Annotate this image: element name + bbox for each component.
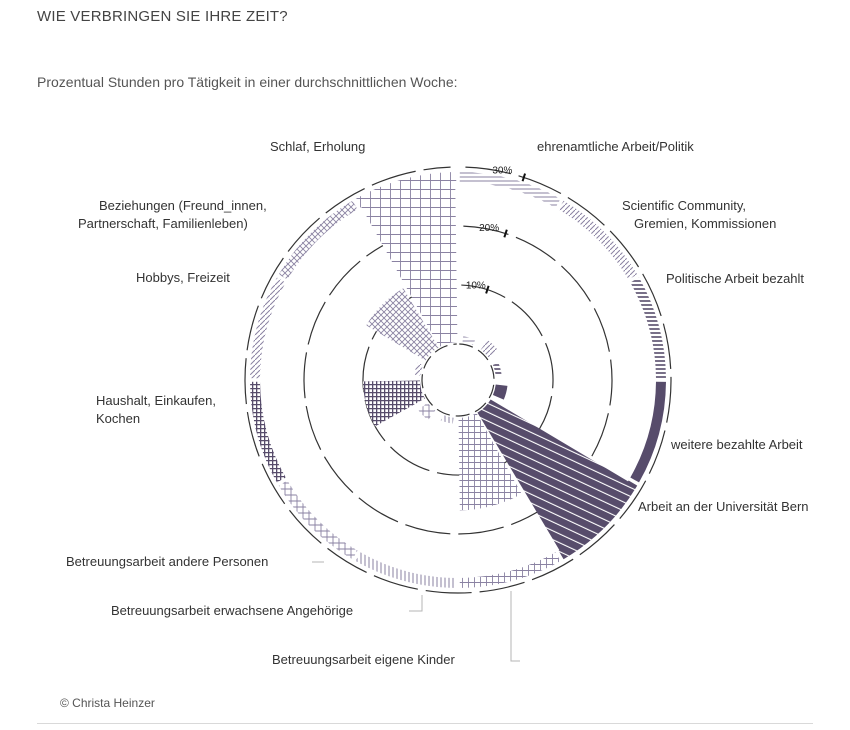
label-weitere-bezahlte: weitere bezahlte Arbeit — [670, 437, 803, 452]
wedge-politische-arbeit-bezahlt — [492, 362, 502, 376]
label-hobbys: Hobbys, Freizeit — [136, 270, 230, 285]
band-hobbys-freizeit — [250, 277, 286, 379]
tick-label-30: 30% — [492, 166, 512, 177]
label-beziehungen-2: Partnerschaft, Familienleben) — [78, 216, 248, 231]
wedge-betreuungsarbeit-erwachsene-angeh-rige — [440, 414, 454, 424]
band-politische-arbeit-bezahlt — [630, 277, 666, 379]
wedge-betreuungsarbeit-eigene-kinder — [458, 413, 522, 511]
band-arbeit-an-der-universit-t-bern — [558, 480, 638, 560]
band-schlaf-erholung — [355, 172, 457, 208]
radial-gridlines — [244, 166, 672, 594]
label-andere-personen: Betreuungsarbeit andere Personen — [66, 554, 268, 569]
wedge-scientific-community-gremien-kommissionen — [480, 340, 498, 358]
label-ehrenamt: ehrenamtliche Arbeit/Politik — [537, 139, 694, 154]
band-betreuungsarbeit-erwachsene-angeh-rige — [355, 552, 457, 588]
tick-mark-30 — [521, 173, 527, 182]
label-erwachsene: Betreuungsarbeit erwachsene Angehörige — [111, 603, 353, 618]
chart-subtitle: Prozentual Stunden pro Tätigkeit in eine… — [37, 74, 458, 90]
band-ehrenamtliche-arbeit-politik — [459, 172, 561, 208]
band-betreuungsarbeit-andere-personen — [278, 480, 358, 560]
band-scientific-community-gremien-kommissionen — [558, 200, 638, 280]
wedge-schlaf-erholung — [359, 178, 458, 347]
divider — [37, 723, 813, 724]
tick-label-10: 10% — [466, 280, 486, 291]
gridline-ring-30 — [244, 166, 672, 594]
leader-lines — [312, 561, 520, 662]
wedge-haushalt-einkaufen-kochen — [363, 380, 425, 427]
band-beziehungen-freund-innen-partnerschaft-familienleben — [278, 200, 358, 280]
label-haushalt-2: Kochen — [96, 411, 140, 426]
label-politische-arbeit: Politische Arbeit bezahlt — [666, 271, 804, 286]
wedge-beziehungen-freund-innen-partnerschaft-familienleben — [366, 288, 439, 361]
category-labels: ehrenamtliche Arbeit/Politik Scientific … — [66, 139, 809, 667]
label-haushalt-1: Haushalt, Einkaufen, — [96, 393, 216, 408]
label-schlaf: Schlaf, Erholung — [270, 139, 365, 154]
inner-ring — [421, 343, 495, 417]
label-scientific-1: Scientific Community, — [622, 198, 746, 213]
wedge-ehrenamtliche-arbeit-politik — [462, 336, 476, 346]
outer-band — [250, 172, 666, 588]
band-betreuungsarbeit-eigene-kinder — [459, 552, 561, 588]
tick-label-20: 20% — [479, 223, 499, 234]
wedge-weitere-bezahlte-arbeit — [492, 384, 508, 400]
chart-title: WIE VERBRINGEN SIE IHRE ZEIT? — [37, 8, 288, 25]
copyright: © Christa Heinzer — [60, 696, 155, 710]
band-weitere-bezahlte-arbeit — [630, 381, 666, 483]
label-universitaet: Arbeit an der Universität Bern — [638, 499, 809, 514]
radial-tick-labels: 10% 20% 30% — [466, 166, 527, 294]
wedge-betreuungsarbeit-andere-personen — [418, 402, 436, 420]
wedge-hobbys-freizeit — [414, 362, 424, 376]
label-beziehungen-1: Beziehungen (Freund_innen, — [99, 198, 267, 213]
tick-mark-10 — [485, 285, 490, 294]
leader-erwachsene — [409, 595, 423, 612]
tick-mark-20 — [503, 229, 508, 238]
wedge-arbeit-an-der-universit-t-bern — [477, 399, 631, 553]
label-scientific-2: Gremien, Kommissionen — [634, 216, 776, 231]
band-haushalt-einkaufen-kochen — [250, 381, 286, 483]
label-kinder: Betreuungsarbeit eigene Kinder — [272, 652, 456, 667]
polar-wedges — [359, 178, 631, 553]
gridline-ring-20 — [303, 225, 613, 535]
leader-kinder — [510, 591, 520, 662]
